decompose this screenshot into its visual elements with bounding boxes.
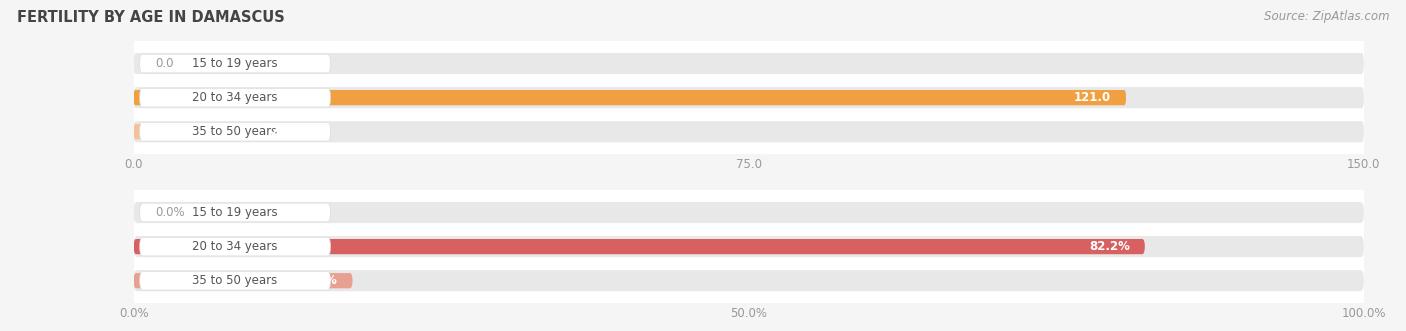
Text: 15 to 19 years: 15 to 19 years <box>193 57 278 70</box>
FancyBboxPatch shape <box>134 87 1364 108</box>
Text: 0.0: 0.0 <box>156 57 174 70</box>
Text: 17.8%: 17.8% <box>297 274 337 287</box>
FancyBboxPatch shape <box>139 122 330 141</box>
FancyBboxPatch shape <box>139 271 330 290</box>
FancyBboxPatch shape <box>134 239 1144 254</box>
FancyBboxPatch shape <box>134 53 1364 74</box>
FancyBboxPatch shape <box>134 236 1364 257</box>
Text: Source: ZipAtlas.com: Source: ZipAtlas.com <box>1264 10 1389 23</box>
Text: 15 to 19 years: 15 to 19 years <box>193 206 278 219</box>
FancyBboxPatch shape <box>134 124 314 139</box>
Text: 82.2%: 82.2% <box>1090 240 1130 253</box>
Text: FERTILITY BY AGE IN DAMASCUS: FERTILITY BY AGE IN DAMASCUS <box>17 10 284 25</box>
FancyBboxPatch shape <box>134 270 1364 291</box>
FancyBboxPatch shape <box>134 202 1364 223</box>
FancyBboxPatch shape <box>134 121 1364 142</box>
FancyBboxPatch shape <box>139 88 330 107</box>
Text: 22.0: 22.0 <box>270 125 299 138</box>
Text: 0.0%: 0.0% <box>156 206 186 219</box>
FancyBboxPatch shape <box>139 54 330 73</box>
FancyBboxPatch shape <box>139 203 330 222</box>
FancyBboxPatch shape <box>134 90 1126 105</box>
Text: 35 to 50 years: 35 to 50 years <box>193 274 278 287</box>
Text: 20 to 34 years: 20 to 34 years <box>193 91 278 104</box>
Text: 35 to 50 years: 35 to 50 years <box>193 125 278 138</box>
FancyBboxPatch shape <box>134 273 353 288</box>
FancyBboxPatch shape <box>139 237 330 256</box>
Text: 121.0: 121.0 <box>1074 91 1111 104</box>
Text: 20 to 34 years: 20 to 34 years <box>193 240 278 253</box>
